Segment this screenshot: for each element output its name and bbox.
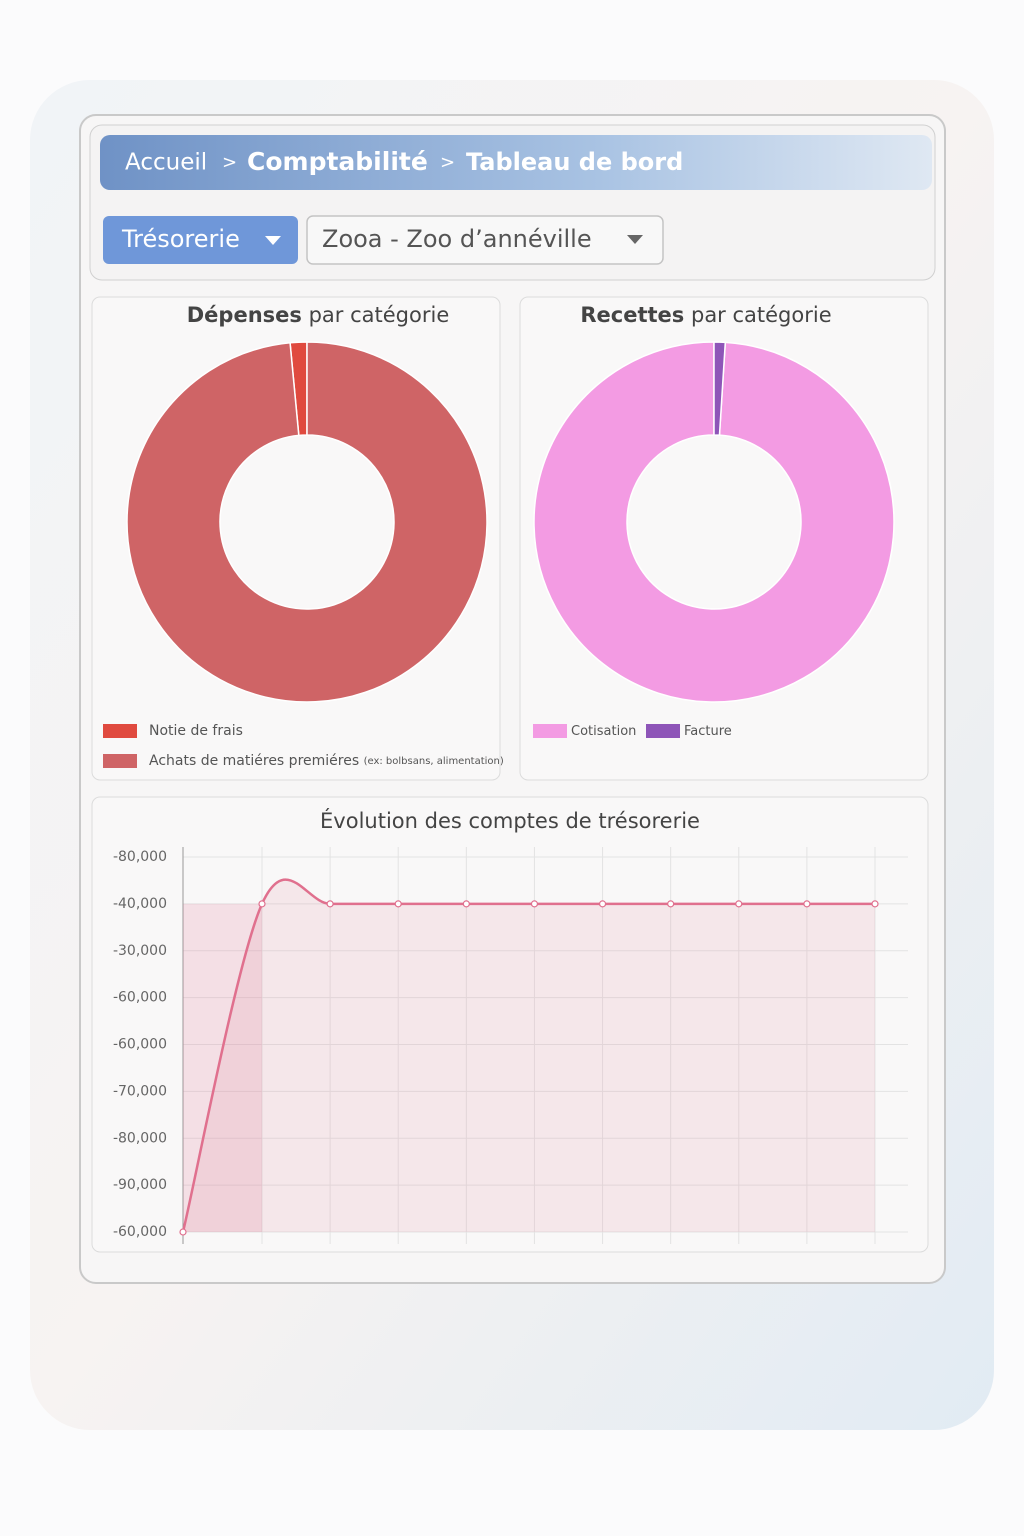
breadcrumb-item[interactable]: Accueil (125, 150, 207, 176)
dropdown-caret (265, 236, 281, 245)
legend-swatch (533, 724, 567, 738)
line-point (394, 900, 402, 908)
line-point (179, 1228, 187, 1236)
legend-swatch (646, 724, 680, 738)
dropdown-caret (627, 235, 643, 244)
y-tick-label: -80,000 (113, 849, 167, 865)
line-point (667, 900, 675, 908)
y-tick-label: -40,000 (113, 896, 167, 912)
legend-swatch (103, 754, 137, 768)
legend-label-text: Facture (684, 724, 732, 739)
chart-title: Dépenses par catégorie (187, 303, 450, 327)
line-point (530, 900, 539, 908)
line-point (462, 900, 470, 908)
legend-label-text: Achats de matiéres premiéres (149, 753, 359, 769)
line-point (258, 900, 266, 908)
line-point (735, 900, 743, 908)
donut-slice (713, 341, 727, 436)
line-point (803, 900, 811, 908)
breadcrumb-separator: > (222, 152, 237, 173)
y-tick-label: -60,000 (113, 1037, 167, 1053)
legend-label-text: Cotisation (571, 724, 636, 739)
breadcrumb-item[interactable]: Comptabilité (247, 147, 428, 176)
org-dropdown[interactable] (306, 215, 664, 265)
chart-title-rest: par catégorie (309, 303, 450, 327)
org-dropdown-label[interactable]: Zooa - Zoo d’annéville (322, 225, 592, 253)
chart-title-rest: par catégorie (691, 303, 832, 327)
legend-label: Notie de frais (149, 723, 243, 739)
chart-title-bold: Dépenses (187, 303, 302, 327)
y-tick-label: -80,000 (113, 1130, 167, 1146)
chart-title: Recettes par catégorie (580, 303, 831, 327)
legend-label: Facture (684, 724, 732, 739)
breadcrumb-bar (100, 135, 932, 190)
chart-title-bold: Recettes (580, 303, 684, 327)
legend-swatch (103, 724, 137, 738)
y-tick-label: -70,000 (113, 1083, 167, 1099)
y-tick-label: -60,000 (113, 1224, 167, 1240)
breadcrumb-separator: > (440, 152, 455, 173)
legend-label: Achats de matiéres premiéres (ex: bolbsa… (149, 753, 504, 769)
line-point (871, 900, 879, 908)
legend-label: Cotisation (571, 724, 636, 739)
donut-slice (533, 341, 895, 703)
chart-title: Évolution des comptes de trésorerie (320, 808, 700, 833)
line-area (183, 879, 875, 1232)
y-tick-label: -90,000 (113, 1177, 167, 1193)
line-point (326, 900, 334, 908)
line-point (598, 900, 607, 908)
legend-label-note: (ex: bolbsans, alimentation) (364, 756, 504, 767)
breadcrumb-item[interactable]: Tableau de bord (466, 148, 683, 176)
y-tick-label: -60,000 (113, 990, 167, 1006)
legend-label-text: Notie de frais (149, 723, 243, 739)
donut-slice (126, 341, 488, 703)
view-dropdown[interactable] (103, 216, 298, 264)
y-tick-label: -30,000 (113, 943, 167, 959)
view-dropdown-label[interactable]: Trésorerie (121, 225, 240, 253)
